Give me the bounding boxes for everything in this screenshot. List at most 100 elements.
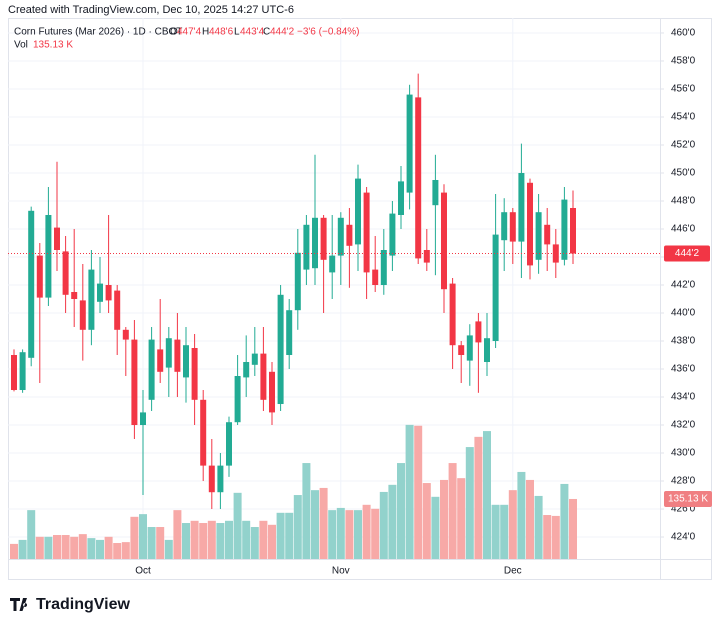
- y-tick-label: 434'0: [671, 392, 696, 403]
- close-key: C: [263, 27, 270, 38]
- volume-bar: [164, 539, 173, 559]
- candle-body: [79, 300, 86, 330]
- volume-bar: [328, 510, 337, 559]
- candle-body: [303, 224, 310, 270]
- volume-bar: [225, 520, 233, 559]
- volume-bar: [190, 520, 199, 559]
- volume-bar: [508, 490, 517, 559]
- logo-text: TradingView: [36, 596, 131, 613]
- candle-body: [535, 212, 542, 260]
- volume-tag-label: 135.13 K: [668, 494, 708, 505]
- volume-bar: [362, 504, 371, 559]
- open-value: 447'4: [177, 27, 202, 38]
- vol-value: 135.13 K: [33, 40, 73, 51]
- volume-bar: [18, 539, 27, 559]
- volume-bar: [199, 523, 208, 559]
- candle-body: [389, 213, 396, 256]
- candle-body: [97, 283, 103, 302]
- candle-body: [269, 371, 275, 413]
- volume-bar: [104, 536, 113, 559]
- candle-body: [36, 255, 43, 298]
- volume-bar: [61, 535, 70, 559]
- candle-body: [518, 172, 525, 242]
- volume-bar: [293, 495, 302, 559]
- volume-bar: [526, 479, 534, 559]
- candle-body: [570, 207, 576, 254]
- volume-bar: [457, 478, 466, 559]
- volume-bar: [422, 483, 431, 559]
- x-tick-label: Dec: [504, 566, 522, 577]
- candle-body: [11, 355, 17, 391]
- volume-bar: [250, 527, 259, 559]
- candle-body: [45, 214, 52, 298]
- volume-bar: [242, 520, 251, 559]
- volume-bar: [147, 527, 156, 559]
- volume-bar: [354, 510, 362, 559]
- candle-body: [54, 227, 60, 250]
- y-tick-label: 440'0: [671, 308, 696, 319]
- y-tick-label: 454'0: [671, 112, 696, 123]
- volume-bar: [345, 510, 354, 559]
- volume-bar: [268, 524, 276, 559]
- high-value: 448'6: [209, 27, 234, 38]
- volume-bar: [233, 492, 242, 559]
- candle-body: [544, 224, 551, 245]
- candle-body: [501, 212, 508, 241]
- change: −3'6 (−0.84%): [297, 27, 360, 38]
- candle-body: [183, 345, 189, 378]
- candle-body: [527, 182, 533, 266]
- candle-body: [208, 465, 215, 493]
- volume-bar: [414, 425, 423, 559]
- volume-bar: [465, 447, 474, 559]
- volume-bar: [207, 520, 216, 559]
- candle-body: [552, 244, 559, 263]
- last-price-tag: [664, 245, 710, 262]
- y-tick-label: 438'0: [671, 336, 696, 347]
- volume-bar: [311, 490, 319, 559]
- candle-body: [277, 294, 284, 405]
- candle-body: [226, 422, 232, 466]
- x-tick-label: Nov: [332, 566, 350, 577]
- candle-body: [157, 349, 164, 372]
- candle-body: [131, 339, 138, 426]
- candle-body: [114, 290, 121, 330]
- candle-body: [217, 465, 224, 493]
- candle-body: [243, 362, 250, 378]
- volume-bar: [551, 515, 560, 559]
- candle-body: [415, 97, 422, 259]
- volume-bar: [87, 538, 96, 559]
- y-tick-label: 432'0: [671, 420, 696, 431]
- y-tick-label: 430'0: [671, 448, 696, 459]
- volume-bar: [397, 463, 405, 559]
- volume-bar: [440, 479, 448, 559]
- candle-body: [19, 352, 26, 391]
- candle-body: [432, 179, 439, 206]
- volume-bar: [543, 515, 552, 559]
- candle-body: [28, 210, 35, 358]
- volume-bar: [319, 487, 328, 559]
- volume-bar: [302, 463, 311, 559]
- volume-bar: [491, 504, 500, 559]
- y-tick-label: 460'0: [671, 28, 696, 39]
- y-tick-label: 448'0: [671, 196, 696, 207]
- volume-bar: [53, 535, 61, 559]
- y-tick-label: 442'0: [671, 280, 696, 291]
- candle-body: [88, 269, 95, 330]
- candle-body: [105, 284, 112, 301]
- volume-bar: [173, 510, 182, 559]
- candle-body: [355, 178, 361, 245]
- candle-body: [148, 339, 155, 400]
- candle-body: [466, 335, 473, 361]
- volume-bar: [276, 512, 285, 559]
- volume-bar: [27, 510, 36, 559]
- candle-body: [71, 292, 78, 300]
- volume-bar: [35, 536, 44, 559]
- candle-body: [191, 348, 198, 400]
- candle-body: [492, 234, 499, 342]
- y-tick-label: 424'0: [671, 532, 696, 543]
- volume-bar: [483, 431, 491, 559]
- candle-body: [380, 249, 387, 285]
- logo-icon: [10, 598, 28, 611]
- volume-bar: [78, 534, 87, 559]
